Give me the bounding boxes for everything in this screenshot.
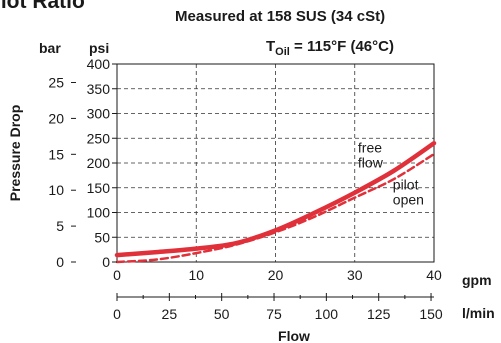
page-title-fragment: ilot Ratio: [0, 0, 85, 13]
series-line-pilot-open: [115, 152, 436, 264]
x-tick-label-lmin: 100: [315, 306, 339, 322]
series-label-pilot-open: pilot: [393, 177, 419, 193]
y-tick-label-bar: 10: [48, 182, 64, 198]
x-unit-gpm: gpm: [462, 272, 492, 288]
x-tick-label-gpm: 10: [188, 267, 204, 283]
y-unit-bar: bar: [39, 40, 61, 56]
y-tick-label-psi: 150: [87, 180, 111, 196]
series-line-free-flow: [114, 140, 437, 258]
oil-temperature-label: TOil = 115°F (46°C): [266, 38, 394, 58]
y-tick-label-bar: 5: [56, 218, 64, 234]
y-tick-label-psi: 0: [102, 254, 110, 270]
y-tick-label-psi: 350: [87, 81, 111, 97]
x-tick-label-lmin: 0: [113, 306, 121, 322]
x-tick-label-lmin: 25: [162, 306, 178, 322]
y-tick-label-psi: 50: [94, 229, 110, 245]
y-tick-label-psi: 300: [87, 106, 111, 122]
series-label-free-flow: free: [358, 140, 382, 156]
x-tick-label-lmin: 125: [367, 306, 391, 322]
y-tick-label-bar: 15: [48, 146, 64, 162]
series-label-free-flow: flow: [358, 155, 384, 171]
y-tick-label-bar: 20: [48, 110, 64, 126]
x-tick-label-gpm: 30: [347, 267, 363, 283]
measurement-condition: Measured at 158 SUS (34 cSt): [175, 8, 386, 25]
y-tick-label-psi: 250: [87, 130, 111, 146]
x-tick-label-lmin: 150: [419, 306, 443, 322]
y-unit-psi: psi: [89, 40, 109, 56]
chart-gridlines: [117, 64, 434, 262]
x-unit-lmin: l/min: [462, 305, 495, 321]
x-tick-label-gpm: 0: [113, 267, 121, 283]
series-label-pilot-open: open: [393, 192, 424, 208]
y-axis-title: Pressure Drop: [7, 105, 23, 201]
chart-series: [114, 140, 437, 264]
x-axis-title: Flow: [278, 328, 310, 343]
y-tick-label-psi: 400: [87, 56, 111, 72]
x-tick-label-gpm: 40: [426, 267, 442, 283]
oil-temp-value: = 115°F (46°C): [289, 38, 394, 55]
oil-temp-subscript: Oil: [275, 46, 290, 58]
y-tick-label-psi: 200: [87, 155, 111, 171]
oil-temp-symbol: T: [266, 38, 276, 55]
y-tick-label-bar: 25: [48, 75, 64, 91]
x-tick-label-lmin: 75: [266, 306, 282, 322]
y-tick-label-bar: 0: [56, 254, 64, 270]
x-tick-label-gpm: 20: [268, 267, 284, 283]
x-tick-label-lmin: 50: [214, 306, 230, 322]
y-tick-label-psi: 100: [87, 205, 111, 221]
